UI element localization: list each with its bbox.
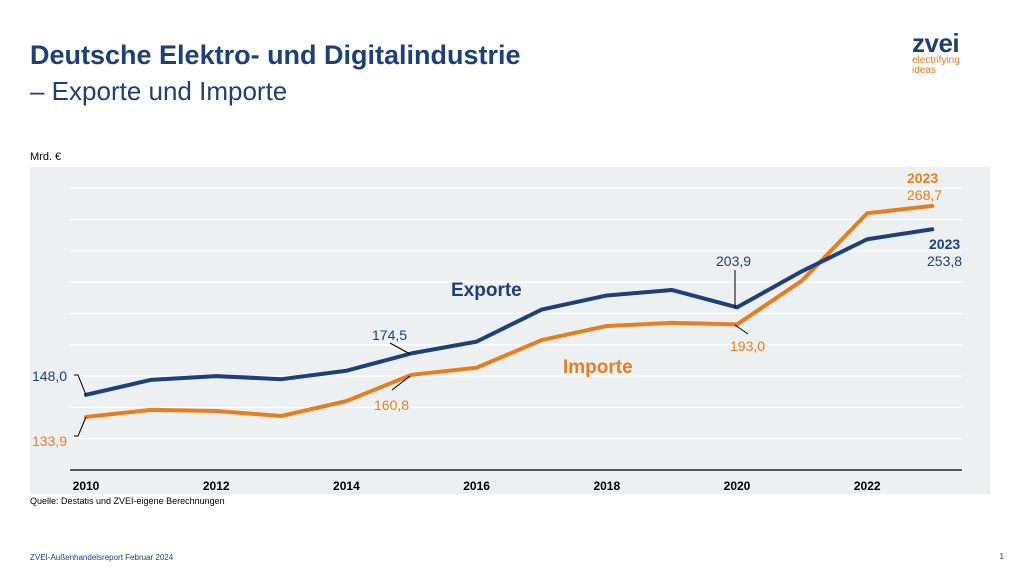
leader-line (74, 374, 87, 396)
series-label-imports: Importe (563, 357, 633, 378)
leader-line (734, 324, 749, 335)
page-subtitle: – Exporte und Importe (30, 76, 288, 106)
x-tick-label: 2020 (724, 479, 751, 493)
zvei-logo: zvei electrifying ideas (912, 30, 960, 76)
x-tick-label: 2012 (203, 479, 230, 493)
logo-wordmark: zvei (912, 28, 960, 58)
source-note: Quelle: Destatis und ZVEI-eigene Berechn… (30, 496, 225, 506)
logo-tagline: ideas (912, 65, 936, 76)
series-line-importe (84, 203, 935, 419)
label-exports-2010: 148,0 (32, 368, 67, 384)
label-imports-2020: 193,0 (730, 338, 765, 354)
label-exports-2015: 174,5 (372, 327, 407, 343)
x-tick-label: 2016 (463, 479, 490, 493)
label-imports-2010: 133,9 (32, 433, 67, 449)
page-number: 1 (999, 552, 1004, 561)
series-label-exports: Exporte (451, 280, 522, 301)
label-imports-2023-year: 2023 (907, 170, 938, 186)
label-imports-2015: 160,8 (374, 397, 409, 413)
x-tick-label: 2018 (593, 479, 620, 493)
label-exports-2023: 253,8 (927, 253, 962, 269)
chart-background (30, 167, 990, 494)
series-line-exporte (84, 227, 935, 397)
label-exports-2020: 203,9 (716, 253, 751, 269)
leader-line (389, 342, 411, 355)
x-tick-label: 2014 (333, 479, 360, 493)
label-imports-2023: 268,7 (907, 187, 942, 203)
footer-text: ZVEI-Außenhandelsreport Februar 2024 (30, 553, 174, 562)
y-axis-unit: Mrd. € (30, 151, 62, 163)
leader-line (74, 416, 87, 437)
x-tick-label: 2022 (854, 479, 881, 493)
x-tick-label: 2010 (73, 479, 100, 493)
leader-line (391, 375, 411, 391)
logo-tagline: electrifying (912, 55, 960, 66)
page-title: Deutsche Elektro- und Digitalindustrie (30, 40, 521, 70)
label-exports-2023-year: 2023 (929, 236, 960, 252)
